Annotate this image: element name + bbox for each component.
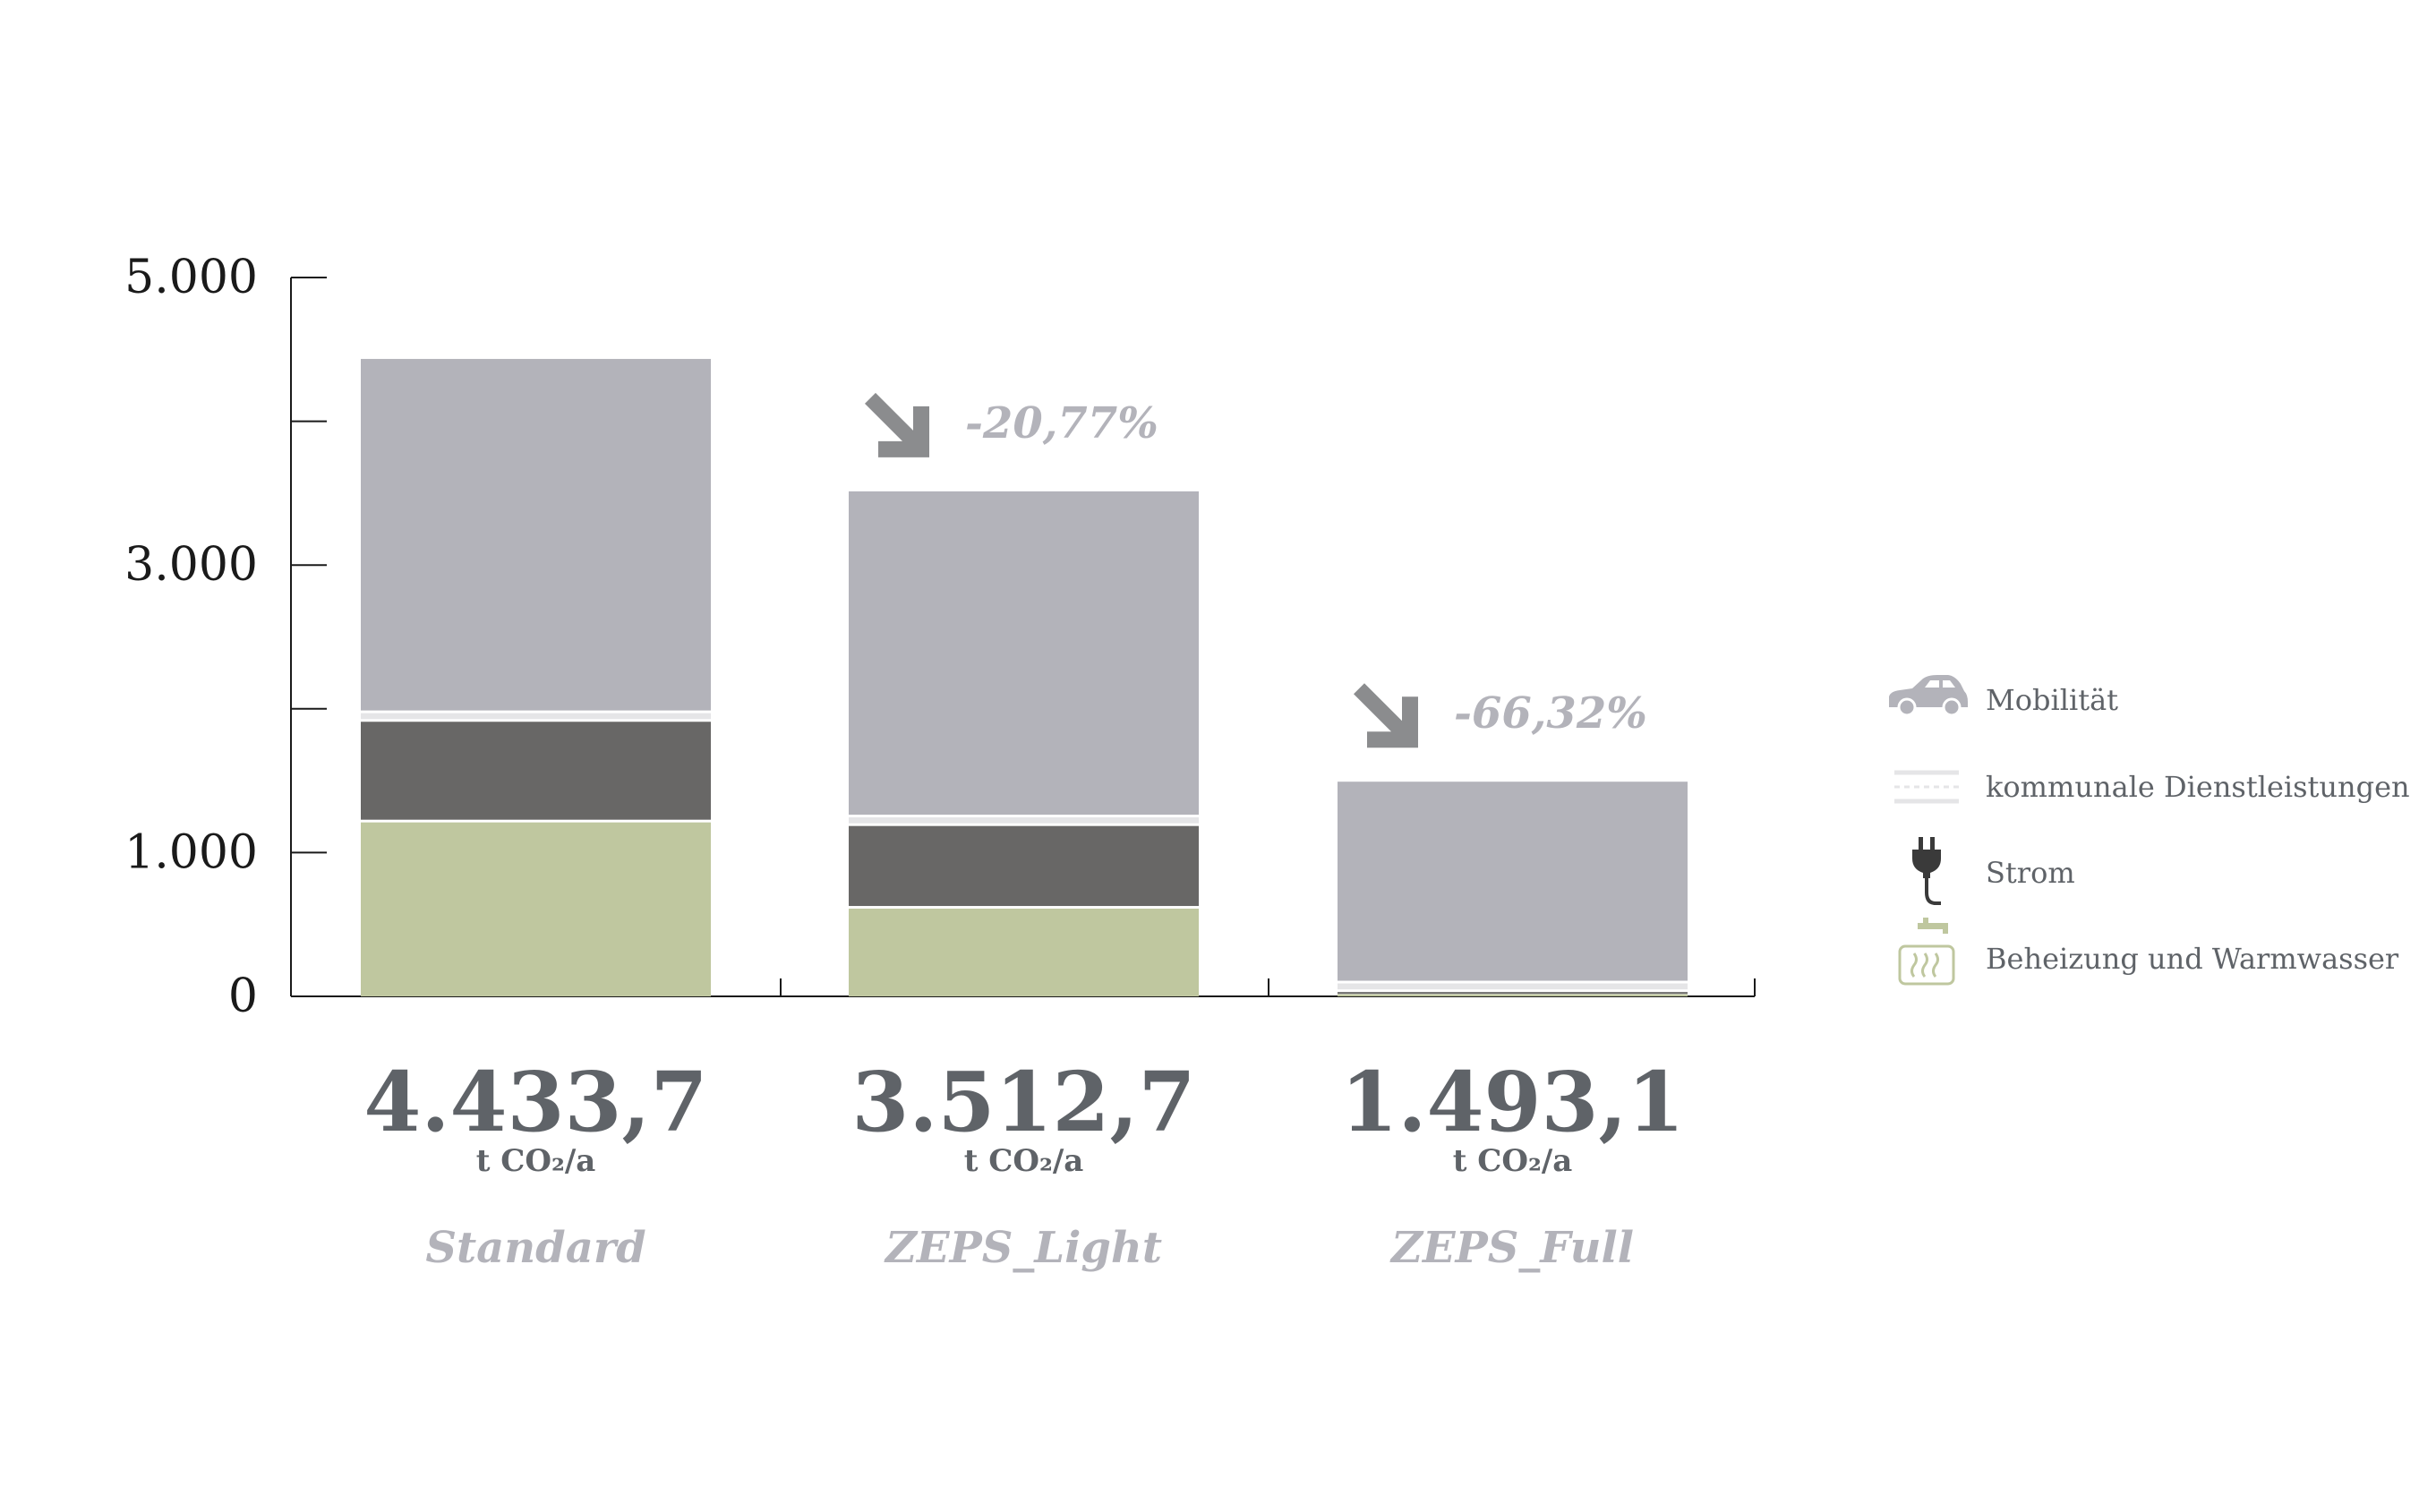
percent-change: -20,77%	[965, 398, 1158, 448]
legend-item	[1889, 675, 1968, 717]
bars	[361, 358, 1688, 996]
unit-label: t CO₂/a	[476, 1143, 596, 1179]
total-value: 1.493,1	[1340, 1054, 1684, 1150]
y-tick-label: 1.000	[124, 825, 258, 879]
total-value: 4.433,7	[363, 1054, 707, 1150]
bar-segment-dashed-lines	[849, 817, 1199, 824]
unit-label: t CO₂/a	[964, 1143, 1084, 1179]
percent-change: -66,32%	[1454, 688, 1647, 739]
bar-segment-heating-tap	[361, 822, 711, 996]
legend-label: Mobilität	[1986, 683, 2118, 717]
bar-stack-2	[1338, 782, 1688, 996]
car-icon	[1889, 675, 1968, 717]
bar-segment-car	[1338, 782, 1688, 981]
bar-segment-car	[849, 491, 1199, 816]
dashed-lines-icon	[1894, 770, 1959, 804]
bar-segment-plug	[1338, 992, 1688, 995]
legend-label: Strom	[1986, 856, 2075, 890]
legend-label: Beheizung und Warmwasser	[1986, 942, 2399, 976]
y-tick-label: 0	[228, 970, 258, 1023]
category-label: ZEPS_Full	[1389, 1223, 1634, 1273]
down-arrow-icon	[865, 392, 929, 457]
y-tick-label: 3.000	[124, 538, 258, 592]
legend-item	[1898, 918, 1955, 986]
y-tick-label: 5.000	[124, 251, 258, 304]
plug-icon	[1912, 837, 1941, 905]
bar-stack-0	[361, 358, 711, 996]
legend-item	[1912, 837, 1941, 905]
heating-tap-icon	[1898, 918, 1955, 986]
bar-segment-dashed-lines	[1338, 983, 1688, 990]
bar-segment-heating-tap	[1338, 994, 1688, 996]
category-label: Standard	[425, 1223, 645, 1273]
legend-item	[1894, 770, 1959, 804]
bar-segment-dashed-lines	[361, 713, 711, 720]
unit-label: t CO₂/a	[1453, 1143, 1573, 1179]
bar-segment-heating-tap	[849, 909, 1199, 996]
bar-segment-plug	[849, 825, 1199, 907]
legend-label: kommunale Dienstleistungen	[1986, 770, 2410, 804]
bar-stack-1	[849, 491, 1199, 996]
y-axis: 0 1.000 3.000 5.000	[124, 251, 1756, 1023]
category-label: ZEPS_Light	[884, 1223, 1162, 1273]
bar-segment-car	[361, 358, 711, 711]
total-value: 3.512,7	[851, 1054, 1195, 1150]
bar-segment-plug	[361, 722, 711, 820]
down-arrow-icon	[1354, 683, 1418, 748]
legend: Mobilität kommunale Dienstleistungen Strom…	[1889, 675, 2410, 986]
